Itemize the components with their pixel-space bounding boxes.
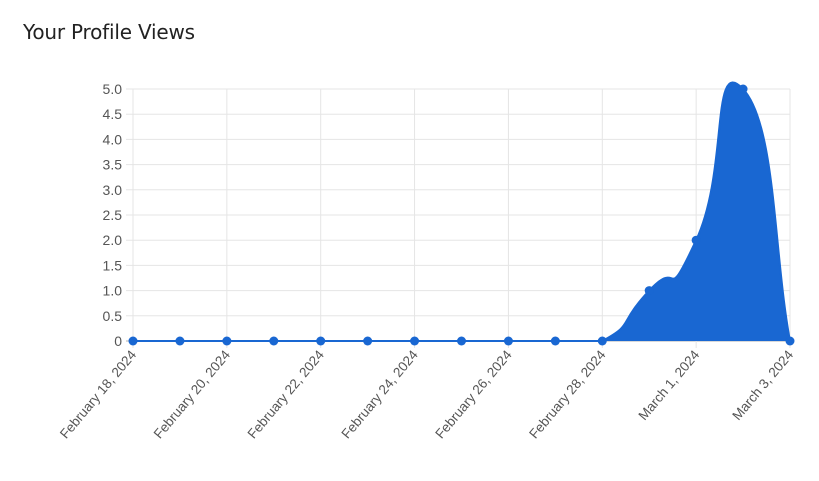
chart-grid [126,88,791,348]
y-tick-label: 4.5 [103,106,123,122]
data-point[interactable] [738,84,748,94]
y-tick-label: 2.5 [103,207,123,223]
x-tick-label: February 28, 2024 [526,347,609,442]
series-views [128,81,795,346]
data-point[interactable] [503,336,513,346]
data-point[interactable] [175,336,185,346]
data-point[interactable] [410,336,420,346]
data-point[interactable] [316,336,326,346]
data-point[interactable] [597,336,607,346]
y-tick-label: 0 [114,333,122,349]
series-line [132,81,791,343]
x-tick-label: March 1, 2024 [635,347,702,423]
data-point[interactable] [457,336,466,346]
y-tick-label: 3.5 [103,157,123,173]
data-point[interactable] [128,336,138,346]
y-tick-label: 1.5 [103,257,123,273]
x-tick-label: February 20, 2024 [151,347,234,442]
x-tick-label: March 3, 2024 [729,347,796,423]
data-point[interactable] [550,336,560,346]
data-point[interactable] [269,336,279,346]
y-tick-label: 0.5 [103,308,123,324]
y-tick-label: 2.0 [103,232,123,248]
x-tick-label: February 26, 2024 [432,347,515,442]
data-point[interactable] [691,235,701,245]
y-tick-label: 3.0 [103,182,123,198]
x-tick-label: February 24, 2024 [338,347,421,442]
data-point[interactable] [363,336,373,346]
y-tick-label: 1.0 [103,283,123,299]
x-tick-label: February 22, 2024 [245,347,328,442]
data-point[interactable] [644,286,654,296]
x-axis-ticks: February 18, 2024 February 20, 2024 Februa… [57,347,797,442]
data-point[interactable] [222,336,232,346]
series-area [133,82,790,341]
data-point[interactable] [785,336,795,346]
chart-title: Your Profile Views [23,20,195,44]
y-tick-label: 4.0 [103,131,123,147]
y-axis-ticks: 0 0.5 1.0 1.5 2.0 2.5 3.0 3.5 4.0 4.5 5.0 [103,81,123,349]
x-tick-label: February 18, 2024 [57,347,140,442]
y-tick-label: 5.0 [103,81,123,97]
